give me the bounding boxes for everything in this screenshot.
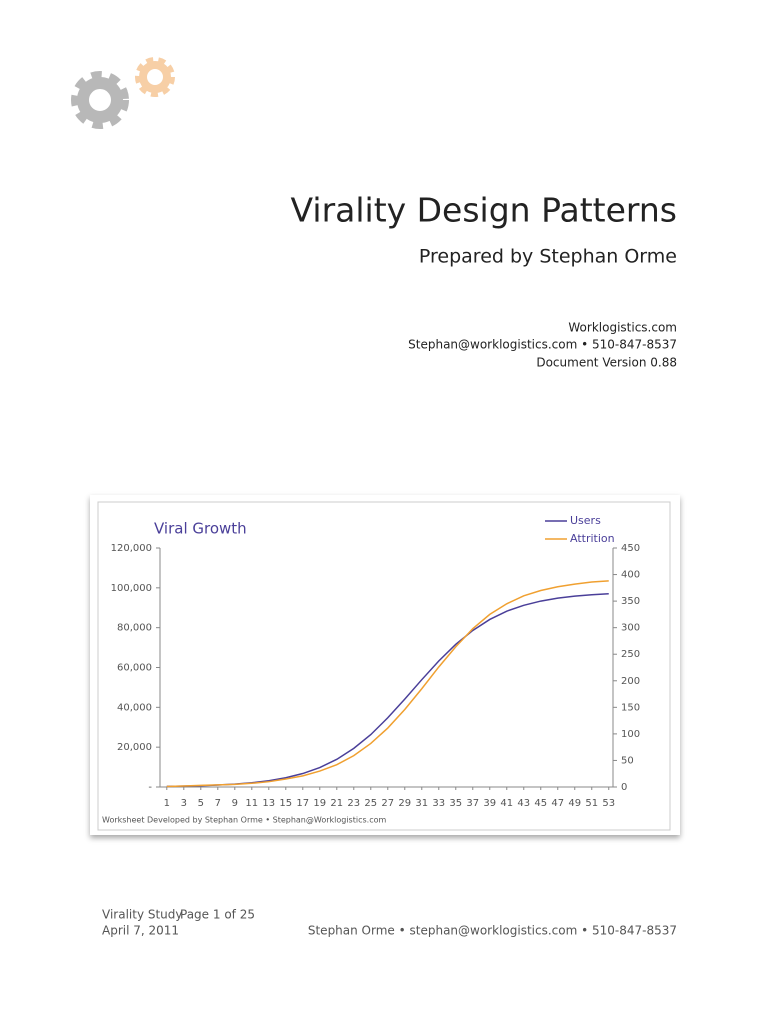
y-tick-label: 80,000 <box>117 623 152 634</box>
chart-frame <box>97 501 671 831</box>
x-tick-label: 29 <box>398 798 411 809</box>
y2-tick-label: 350 <box>621 596 640 607</box>
x-tick-label: 33 <box>432 798 445 809</box>
x-tick-label: 1 <box>164 798 170 809</box>
x-tick-label: 13 <box>262 798 275 809</box>
x-tick-label: 37 <box>466 798 479 809</box>
x-tick-label: 47 <box>551 798 564 809</box>
y2-tick-label: 100 <box>621 729 640 740</box>
x-tick-label: 39 <box>483 798 496 809</box>
x-tick-label: 51 <box>585 798 598 809</box>
series-line <box>166 580 609 788</box>
x-tick-label: 35 <box>449 798 462 809</box>
x-tick-label: 21 <box>330 798 343 809</box>
footer-date: April 7, 2011 <box>102 924 179 938</box>
x-tick-label: 31 <box>415 798 428 809</box>
logo <box>71 57 175 129</box>
y-tick-label: 100,000 <box>111 583 152 594</box>
y2-tick-label: 400 <box>621 570 640 581</box>
x-tick-label: 11 <box>245 798 258 809</box>
contact-line: Worklogistics.com <box>568 321 677 335</box>
x-tick-label: 17 <box>296 798 309 809</box>
y2-tick-label: 0 <box>621 782 627 793</box>
x-tick-label: 53 <box>602 798 615 809</box>
legend-label: Users <box>570 514 601 527</box>
legend-label: Attrition <box>570 532 615 545</box>
x-tick-label: 49 <box>568 798 581 809</box>
x-tick-label: 45 <box>534 798 547 809</box>
document-title: Virality Design Patterns <box>291 191 677 230</box>
y2-tick-label: 200 <box>621 676 640 687</box>
x-tick-label: 43 <box>517 798 530 809</box>
x-tick-label: 23 <box>347 798 360 809</box>
x-tick-label: 41 <box>500 798 513 809</box>
x-tick-label: 5 <box>198 798 204 809</box>
y-tick-label: 60,000 <box>117 663 152 674</box>
footer-study: Virality Study <box>102 908 183 922</box>
chart: Viral Growth Worksheet Developed by Step… <box>102 514 640 825</box>
x-tick-label: 27 <box>381 798 394 809</box>
subtitle: Prepared by Stephan Orme <box>419 246 677 268</box>
y2-tick-label: 250 <box>621 649 640 660</box>
x-tick-label: 7 <box>215 798 221 809</box>
x-tick-label: 15 <box>279 798 292 809</box>
y-tick-label: 120,000 <box>111 543 152 554</box>
y2-tick-label: 150 <box>621 702 640 713</box>
x-tick-label: 19 <box>313 798 326 809</box>
y-tick-label: 40,000 <box>117 702 152 713</box>
y2-tick-label: 300 <box>621 623 640 634</box>
x-tick-label: 9 <box>232 798 238 809</box>
chart-title: Viral Growth <box>154 520 247 538</box>
y2-tick-label: 450 <box>621 543 640 554</box>
footer-contact: Stephan Orme • stephan@worklogistics.com… <box>308 924 677 938</box>
contact-line: Document Version 0.88 <box>536 356 677 370</box>
x-tick-label: 25 <box>364 798 377 809</box>
y2-tick-label: 50 <box>621 755 634 766</box>
chart-footnote: Worksheet Developed by Stephan Orme • St… <box>102 816 386 825</box>
y-tick-label: 20,000 <box>117 742 152 753</box>
x-tick-label: 3 <box>181 798 187 809</box>
footer-page: Page 1 of 25 <box>180 908 255 922</box>
contact-line: Stephan@worklogistics.com • 510-847-8537 <box>408 338 677 352</box>
y-tick-label: - <box>148 782 152 793</box>
